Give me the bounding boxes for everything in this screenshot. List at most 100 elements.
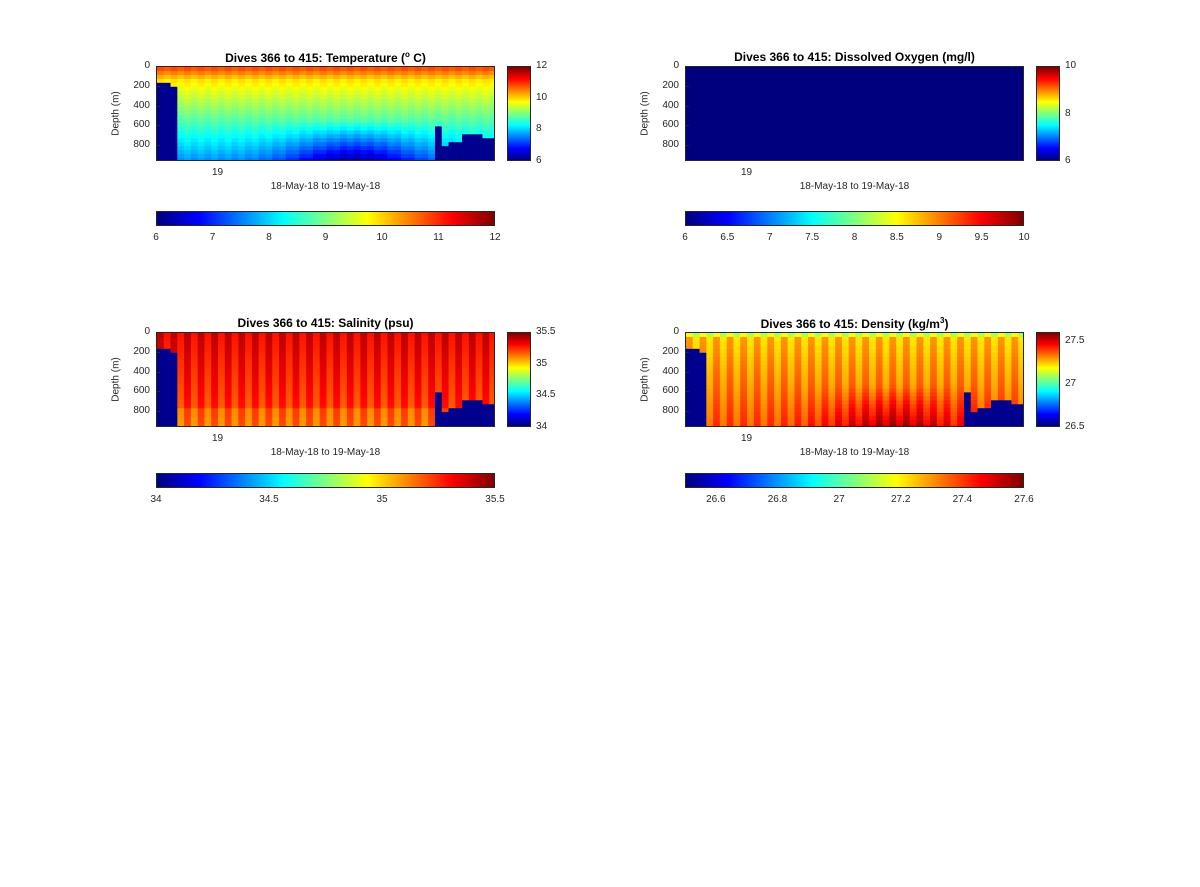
heatmap-cell — [936, 360, 945, 366]
heatmap-cell — [428, 372, 436, 378]
heatmap-cell — [272, 114, 280, 120]
heatmap-cell — [767, 74, 775, 80]
heatmap-cell — [848, 90, 857, 96]
heatmap-cell — [190, 78, 199, 84]
heatmap-cell — [462, 336, 470, 342]
heatmap-cell — [719, 368, 728, 374]
colorbar-horizontal[interactable] — [685, 473, 1024, 488]
heatmap-cell — [808, 376, 816, 382]
heatmap-cell — [441, 400, 450, 405]
heatmap-cell — [963, 372, 972, 378]
heatmap-cell — [970, 78, 979, 84]
heatmap-cell — [218, 420, 226, 425]
heatmap-plot-area[interactable] — [685, 66, 1024, 161]
heatmap-plot-area[interactable] — [156, 66, 495, 161]
heatmap-cell — [957, 352, 965, 358]
heatmap-cell — [808, 70, 816, 76]
heatmap-cell — [936, 122, 945, 127]
heatmap-cell — [312, 130, 321, 135]
heatmap-cell — [706, 150, 714, 155]
heatmap-cell — [190, 376, 199, 382]
heatmap-plot-area[interactable] — [685, 332, 1024, 427]
heatmap-cell — [984, 408, 992, 413]
heatmap-cell — [360, 134, 368, 139]
heatmap-cell — [984, 110, 992, 116]
heatmap-cell — [421, 340, 429, 346]
heatmap-cell — [204, 114, 212, 120]
heatmap-cell — [292, 142, 300, 147]
y-tick-mark — [156, 85, 160, 87]
heatmap-cell — [963, 360, 972, 366]
heatmap-cell — [875, 70, 884, 76]
heatmap-cell — [1011, 396, 1019, 401]
heatmap-cell — [353, 86, 361, 92]
heatmap-cell — [848, 408, 857, 413]
colorbar-vertical[interactable] — [1036, 66, 1060, 161]
heatmap-plot-area[interactable] — [156, 332, 495, 427]
colorbar-vertical[interactable] — [507, 66, 531, 161]
heatmap-cell — [170, 356, 178, 362]
colorbar-vertical[interactable] — [1036, 332, 1060, 427]
heatmap-cell — [740, 376, 748, 382]
heatmap-cell — [197, 67, 206, 72]
heatmap-cell — [462, 424, 470, 426]
heatmap-cell — [848, 114, 857, 120]
heatmap-cell — [963, 106, 972, 112]
colorbar-horizontal[interactable] — [156, 211, 495, 226]
heatmap-cell — [441, 118, 450, 124]
heatmap-cell — [407, 348, 416, 354]
heatmap-cell — [251, 408, 260, 413]
heatmap-cell — [726, 154, 735, 159]
heatmap-cell — [943, 384, 952, 390]
heatmap-cell — [855, 376, 863, 382]
heatmap-cell — [1018, 376, 1023, 382]
heatmap-cell — [692, 98, 701, 104]
heatmap-cell — [916, 392, 924, 397]
heatmap-cell — [231, 364, 239, 370]
colorbar-horizontal[interactable] — [156, 473, 495, 488]
heatmap-cell — [713, 158, 721, 160]
heatmap-cell — [489, 404, 494, 409]
heatmap-cell — [930, 90, 938, 96]
colorbar-vertical[interactable] — [507, 332, 531, 427]
heatmap-cell — [841, 356, 850, 362]
heatmap-cell — [889, 102, 897, 108]
heatmap-cell — [1004, 90, 1013, 96]
heatmap-cell — [726, 122, 735, 127]
heatmap-cell — [340, 82, 348, 88]
heatmap-cell — [997, 388, 1006, 393]
heatmap-cell — [780, 110, 789, 116]
heatmap-cell — [692, 340, 701, 346]
heatmap-cell — [258, 138, 267, 143]
heatmap-cell — [855, 67, 863, 72]
heatmap-cell — [204, 150, 212, 155]
heatmap-cell — [1018, 348, 1023, 354]
heatmap-cell — [841, 380, 850, 386]
heatmap-cell — [875, 424, 884, 426]
heatmap-cell — [184, 142, 192, 147]
heatmap-cell — [319, 344, 328, 350]
heatmap-cell — [489, 90, 494, 96]
heatmap-cell — [489, 134, 494, 139]
heatmap-cell — [177, 368, 185, 374]
heatmap-cell — [190, 130, 199, 135]
heatmap-cell — [428, 74, 436, 80]
heatmap-cell — [170, 360, 178, 366]
heatmap-cell — [387, 396, 395, 401]
heatmap-cell — [434, 408, 443, 413]
heatmap-cell — [1018, 70, 1023, 76]
heatmap-cell — [753, 138, 762, 143]
heatmap-cell — [936, 412, 945, 417]
heatmap-cell — [224, 404, 233, 409]
heatmap-cell — [835, 118, 843, 124]
heatmap-cell — [760, 368, 768, 374]
heatmap-cell — [312, 336, 321, 342]
heatmap-cell — [814, 130, 823, 135]
heatmap-cell — [475, 356, 484, 362]
heatmap-cell — [706, 138, 714, 143]
heatmap-cell — [279, 82, 287, 88]
heatmap-cell — [401, 380, 409, 386]
colorbar-horizontal[interactable] — [685, 211, 1024, 226]
heatmap-cell — [801, 352, 809, 358]
heatmap-cell — [882, 78, 890, 84]
